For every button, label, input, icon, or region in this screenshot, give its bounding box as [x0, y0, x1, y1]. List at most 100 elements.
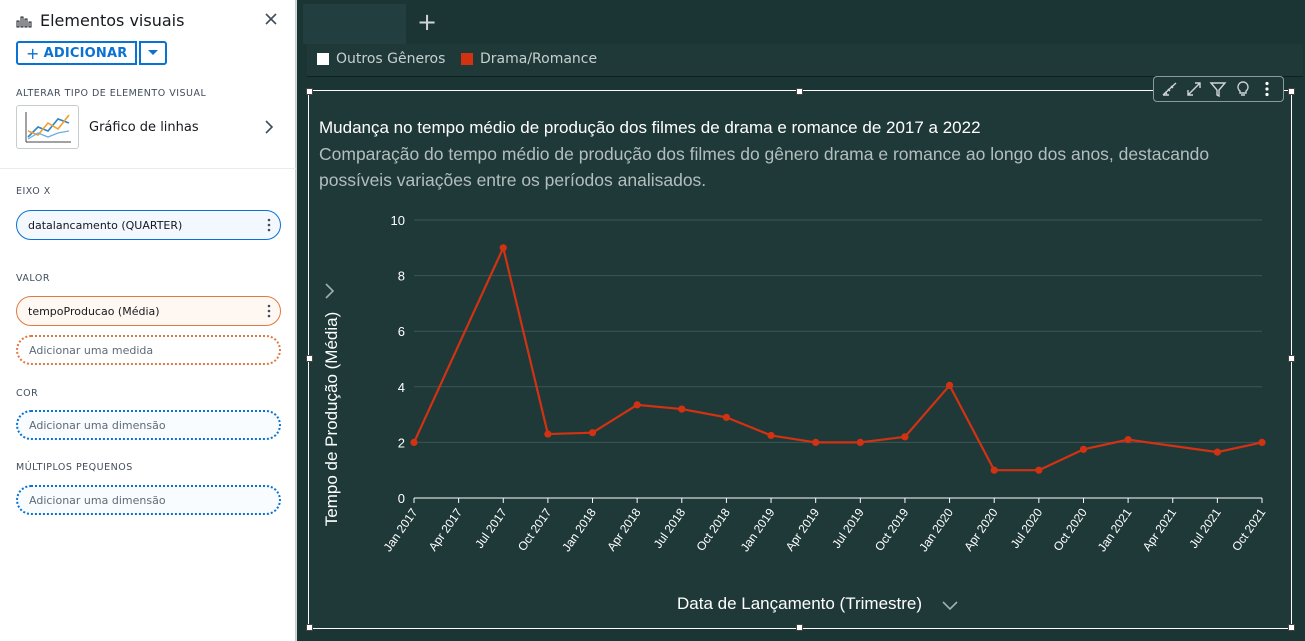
- series-line: [413, 246, 1263, 472]
- legend-item-label: Outros Gêneros: [336, 51, 446, 67]
- data-point: [1124, 436, 1132, 444]
- insight-bulb-icon[interactable]: [1234, 80, 1252, 98]
- chevron-right-icon[interactable]: [323, 282, 335, 300]
- bar-chart-icon: [16, 16, 32, 28]
- x-tick-label: Jan 2017: [381, 505, 421, 554]
- legend-item-drama[interactable]: Drama/Romance: [461, 51, 597, 67]
- data-point: [901, 433, 909, 441]
- x-tick-label: Oct 2020: [1051, 505, 1091, 553]
- legend-swatch: [317, 53, 329, 65]
- resize-handle[interactable]: [796, 88, 803, 95]
- field-menu-icon[interactable]: [267, 304, 271, 318]
- data-point: [410, 438, 418, 446]
- y-tick-label: 2: [398, 435, 405, 450]
- x-tick-label: Jul 2019: [829, 505, 867, 550]
- data-point: [544, 430, 552, 438]
- x-axis-label: EIXO X: [16, 186, 51, 197]
- resize-handle[interactable]: [306, 355, 313, 362]
- more-options-icon[interactable]: [1258, 80, 1276, 98]
- add-dropdown-button[interactable]: [139, 41, 168, 65]
- add-measure-placeholder: Adicionar uma medida: [29, 343, 154, 357]
- sheet-tab-bar: +: [297, 0, 1305, 44]
- chart-title: Mudança no tempo médio de produção dos f…: [319, 118, 981, 137]
- x-tick-label: Apr 2020: [961, 505, 1001, 553]
- sheet-tab[interactable]: [303, 4, 406, 44]
- data-point: [1213, 448, 1221, 456]
- resize-handle[interactable]: [796, 624, 803, 631]
- change-type-label: ALTERAR TIPO DE ELEMENTO VISUAL: [16, 88, 207, 99]
- small-multiples-placeholder: Adicionar uma dimensão: [29, 493, 166, 507]
- resize-handle[interactable]: [1288, 88, 1295, 95]
- visual-toolbar: [1153, 76, 1284, 102]
- data-point: [1258, 438, 1266, 446]
- x-tick-label: Apr 2019: [783, 505, 823, 553]
- panel-header: Elementos visuais: [16, 8, 184, 32]
- x-tick-label: Oct 2018: [693, 505, 733, 553]
- analysis-canvas: + Outros Gêneros Drama/Romance: [297, 0, 1305, 641]
- x-tick-label: Jan 2018: [559, 505, 599, 554]
- y-tick-label: 8: [398, 269, 405, 284]
- expand-icon[interactable]: [1185, 80, 1203, 98]
- legend-swatch: [461, 53, 473, 65]
- x-axis-title[interactable]: Data de Lançamento (Trimestre): [677, 594, 923, 613]
- resize-handle[interactable]: [306, 88, 313, 95]
- x-tick-label: Apr 2021: [1140, 505, 1180, 553]
- data-point: [722, 413, 731, 421]
- chevron-right-icon: [265, 120, 274, 134]
- y-tick-label: 10: [391, 213, 405, 228]
- x-tick-label: Jul 2017: [472, 505, 510, 550]
- x-tick-label: Apr 2018: [604, 505, 644, 553]
- data-point: [588, 429, 597, 437]
- chart-subtitle: Comparação do tempo médio de produção do…: [319, 144, 1210, 190]
- x-tick-label: Jul 2020: [1008, 505, 1046, 550]
- close-icon[interactable]: [262, 10, 280, 28]
- x-tick-label: Jan 2020: [916, 505, 956, 554]
- data-point: [812, 438, 820, 446]
- x-tick-label: Jan 2021: [1095, 505, 1135, 554]
- small-multiples-label: MÚLTIPLOS PEQUENOS: [16, 462, 133, 473]
- line-chart-thumbnail-icon: [16, 105, 79, 149]
- x-axis-field: datalancamento (QUARTER): [28, 218, 183, 232]
- data-point: [856, 438, 864, 446]
- data-point: [1035, 466, 1043, 474]
- legend-item-label: Drama/Romance: [480, 51, 598, 67]
- chevron-down-icon[interactable]: [941, 599, 959, 611]
- line-chart-visual[interactable]: [308, 90, 1292, 629]
- add-measure-well[interactable]: Adicionar uma medida: [16, 335, 281, 365]
- y-tick-label: 4: [398, 380, 405, 395]
- value-field-well[interactable]: tempoProducao (Média): [16, 296, 281, 326]
- add-button[interactable]: + ADICIONAR: [16, 41, 138, 65]
- small-multiples-well[interactable]: Adicionar uma dimensão: [16, 485, 281, 515]
- data-point: [633, 401, 641, 409]
- resize-handle[interactable]: [306, 624, 313, 631]
- data-point: [990, 466, 998, 474]
- visuals-panel: Elementos visuais + ADICIONAR ALTERAR TI…: [0, 0, 296, 641]
- resize-handle[interactable]: [1288, 624, 1295, 631]
- panel-title: Elementos visuais: [40, 10, 185, 30]
- data-point: [678, 405, 686, 413]
- resize-handle[interactable]: [1288, 355, 1295, 362]
- y-tick-label: 6: [398, 324, 405, 339]
- color-label: COR: [16, 388, 39, 399]
- filter-icon[interactable]: [1209, 80, 1227, 98]
- panel-divider: [0, 168, 296, 169]
- add-button-label: ADICIONAR: [43, 45, 128, 61]
- value-label: VALOR: [16, 273, 50, 284]
- data-point: [767, 431, 775, 440]
- legend-item-other[interactable]: Outros Gêneros: [317, 51, 445, 67]
- x-tick-label: Oct 2017: [515, 505, 555, 553]
- field-menu-icon[interactable]: [267, 218, 271, 232]
- x-tick-label: Oct 2021: [1229, 505, 1269, 553]
- caret-down-icon: [148, 50, 159, 55]
- x-tick-label: Apr 2017: [426, 505, 466, 553]
- visual-type-selector[interactable]: Gráfico de linhas: [16, 105, 280, 149]
- x-tick-label: Jan 2019: [738, 505, 778, 554]
- format-visual-icon[interactable]: [1161, 80, 1179, 98]
- color-well[interactable]: Adicionar uma dimensão: [16, 410, 281, 440]
- data-point: [945, 381, 954, 390]
- x-tick-label: Oct 2019: [872, 505, 912, 553]
- x-axis-field-well[interactable]: datalancamento (QUARTER): [16, 210, 281, 240]
- add-sheet-icon[interactable]: +: [417, 8, 438, 36]
- plus-icon: +: [26, 43, 40, 63]
